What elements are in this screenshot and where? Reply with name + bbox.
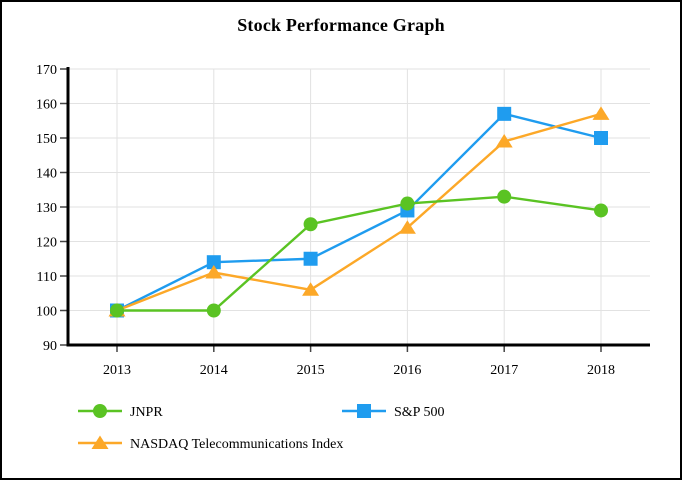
legend-label: S&P 500 xyxy=(394,405,444,420)
y-tick-label: 110 xyxy=(37,270,57,285)
data-point-0-5 xyxy=(594,203,608,218)
x-tick-label: 2016 xyxy=(393,363,421,378)
data-point-2-3 xyxy=(398,220,416,234)
chart-title: Stock Performance Graph xyxy=(237,15,445,35)
data-point-1-1 xyxy=(206,255,221,270)
legend-item-s-p-500: S&P 500 xyxy=(342,404,444,420)
y-tick-label: 150 xyxy=(36,132,57,147)
data-point-0-4 xyxy=(497,189,512,204)
data-point-0-0 xyxy=(110,303,124,318)
series-line-2 xyxy=(116,112,602,312)
x-tick-label: 2013 xyxy=(103,363,131,378)
data-point-2-5 xyxy=(592,106,610,120)
x-tick-label: 2017 xyxy=(490,363,518,378)
data-point-2-4 xyxy=(495,133,513,148)
y-tick-label: 120 xyxy=(36,236,57,251)
y-tick-label: 140 xyxy=(36,167,57,182)
legend-label: NASDAQ Telecommunications Index xyxy=(130,437,343,452)
y-tick-label: 100 xyxy=(36,305,57,320)
data-point-1-2 xyxy=(303,251,318,266)
legend-square-marker xyxy=(357,404,371,418)
x-tick-label: 2015 xyxy=(297,363,325,378)
series-line-0 xyxy=(117,195,602,312)
data-point-2-1 xyxy=(205,265,223,279)
y-tick-label: 130 xyxy=(36,201,57,216)
data-point-0-1 xyxy=(206,303,221,318)
data-point-1-5 xyxy=(594,131,608,145)
y-tick-label: 170 xyxy=(36,63,57,78)
series-line-1 xyxy=(116,112,602,312)
data-point-1-4 xyxy=(497,106,512,121)
data-point-2-2 xyxy=(302,282,320,296)
data-point-0-3 xyxy=(400,196,415,211)
legend-item-nasdaq-telecommunications-index: NASDAQ Telecommunications Index xyxy=(78,435,343,452)
x-tick-label: 2014 xyxy=(200,363,228,378)
legend-circle-marker xyxy=(93,404,107,418)
y-tick-label: 160 xyxy=(36,98,57,113)
legend-item-jnpr: JNPR xyxy=(78,404,163,420)
legend-label: JNPR xyxy=(130,405,163,420)
data-point-0-2 xyxy=(303,217,318,232)
legend-triangle-marker xyxy=(91,435,109,449)
x-tick-label: 2018 xyxy=(587,363,615,378)
y-tick-label: 90 xyxy=(43,339,57,354)
